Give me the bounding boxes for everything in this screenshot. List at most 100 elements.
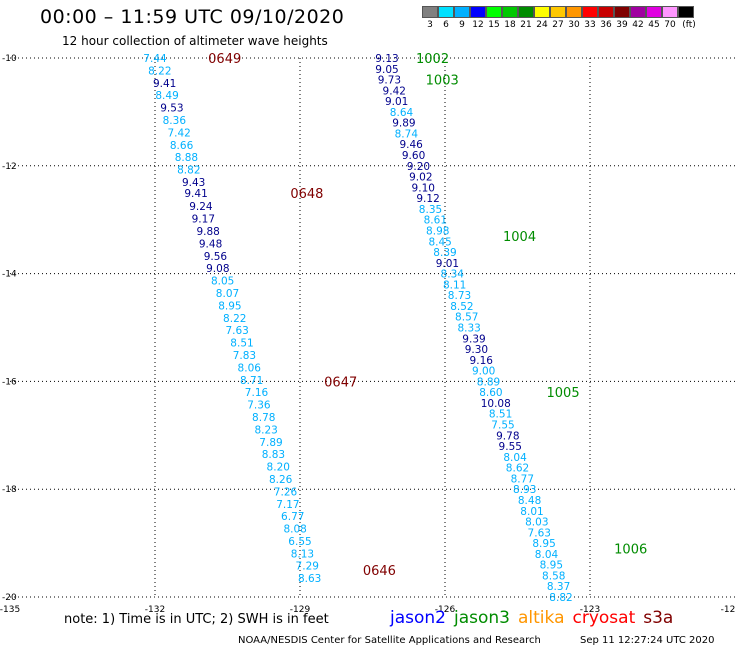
- wave-height-point: 9.12: [416, 193, 439, 205]
- color-swatch: [470, 6, 486, 18]
- wave-height-point: 9.17: [192, 214, 215, 226]
- footer-credit: NOAA/NESDIS Center for Satellite Applica…: [238, 635, 541, 646]
- wave-height-point: 8.52: [450, 301, 473, 313]
- color-swatch: [454, 6, 470, 18]
- wave-height-point: 8.01: [520, 506, 543, 518]
- legend-entry: jason2: [390, 608, 446, 628]
- wave-height-point: 8.22: [223, 313, 246, 325]
- wave-height-point: 8.48: [518, 495, 541, 507]
- color-scale-label: 45: [648, 20, 660, 30]
- color-swatch: [646, 6, 662, 18]
- chart-subtitle: 12 hour collection of altimeter wave hei…: [62, 34, 328, 48]
- wave-height-point: 8.95: [540, 560, 563, 572]
- color-scale-label: 9: [459, 20, 465, 30]
- wave-height-point: 8.66: [170, 140, 194, 152]
- wave-height-point: 7.83: [233, 350, 256, 362]
- wave-height-point: 9.56: [204, 251, 228, 263]
- wave-height-point: 8.03: [525, 517, 548, 529]
- wave-height-point: 8.23: [254, 424, 277, 436]
- wave-height-point: 8.33: [457, 323, 480, 335]
- wave-height-point: 8.37: [547, 581, 570, 593]
- wave-height-point: 8.20: [267, 462, 290, 474]
- color-swatch: [502, 6, 518, 18]
- wave-height-point: 9.39: [462, 333, 485, 345]
- wave-height-point: 9.13: [375, 53, 398, 65]
- color-swatch: [614, 6, 630, 18]
- wave-height-point: 8.73: [448, 290, 471, 302]
- wave-height-point: 7.55: [491, 420, 514, 432]
- wave-height-point: 9.78: [496, 430, 519, 442]
- satellite-legend: jason2 jason3 altika cryosat s3a: [390, 608, 681, 628]
- color-swatch: [678, 6, 694, 18]
- wave-height-point: 9.55: [499, 441, 522, 453]
- pass-time-label: 1006: [614, 542, 647, 557]
- wave-height-point: 9.01: [385, 96, 408, 108]
- wave-height-point: 8.82: [177, 165, 200, 177]
- wave-height-point: 8.11: [443, 279, 466, 291]
- wave-height-point: 9.16: [470, 355, 494, 367]
- wave-height-point: 8.95: [532, 538, 555, 550]
- wave-height-point: 8.05: [211, 276, 234, 288]
- color-scale-unit: (ft): [682, 20, 696, 30]
- x-tick-label: -129: [290, 605, 311, 615]
- wave-height-point: 8.71: [240, 375, 263, 387]
- wave-height-point: 9.01: [436, 258, 459, 270]
- wave-height-point: 6.77: [281, 511, 304, 523]
- wave-height-point: 8.89: [477, 376, 500, 388]
- wave-height-point: 8.57: [455, 312, 478, 324]
- wave-height-point: 8.22: [148, 65, 171, 77]
- wave-height-point: 9.05: [375, 64, 398, 76]
- wave-height-point: 7.44: [143, 53, 167, 65]
- units-note: note: 1) Time is in UTC; 2) SWH is in fe…: [64, 612, 329, 627]
- x-tick-label: -12: [721, 605, 736, 615]
- y-tick-label: -16: [2, 377, 17, 387]
- color-swatch: [598, 6, 614, 18]
- color-scale-label: 30: [568, 20, 580, 30]
- wave-height-point: 9.88: [196, 226, 219, 238]
- wave-height-point: 9.41: [153, 78, 176, 90]
- legend-entry: jason3: [454, 608, 510, 628]
- color-scale-label: 3: [427, 20, 433, 30]
- y-tick-label: -12: [2, 162, 17, 172]
- color-scale-label: 21: [520, 20, 532, 30]
- color-scale-label: 33: [584, 20, 596, 30]
- wave-height-point: 7.26: [274, 486, 298, 498]
- wave-height-point: 7.16: [245, 387, 269, 399]
- wave-height-point: 7.63: [225, 325, 248, 337]
- color-scale-label: 12: [472, 20, 484, 30]
- wave-height-point: 8.74: [395, 128, 419, 140]
- pass-time-label: 1002: [416, 52, 449, 67]
- wave-height-point: 8.82: [549, 592, 572, 604]
- wave-height-point: 9.24: [189, 201, 213, 213]
- color-swatch: [518, 6, 534, 18]
- wave-height-point: 8.04: [503, 452, 527, 464]
- wave-height-point: 8.51: [230, 338, 253, 350]
- color-scale-label: 27: [552, 20, 564, 30]
- color-swatch: [582, 6, 598, 18]
- x-tick-label: -135: [0, 605, 20, 615]
- wave-height-point: 9.42: [383, 85, 406, 97]
- x-tick-label: -126: [435, 605, 456, 615]
- pass-time-label: 0646: [363, 564, 396, 579]
- color-swatch: [550, 6, 566, 18]
- color-swatch: [534, 6, 550, 18]
- color-swatch: [662, 6, 678, 18]
- pass-time-label: 0649: [208, 52, 241, 67]
- color-swatch: [630, 6, 646, 18]
- pass-time-label: 1003: [426, 74, 459, 89]
- wave-height-point: 8.08: [283, 524, 306, 536]
- legend-entry: cryosat: [572, 608, 636, 628]
- wave-height-point: 8.26: [269, 474, 293, 486]
- wave-height-point: 6.55: [288, 536, 311, 548]
- color-swatch: [422, 6, 438, 18]
- pass-time-label: 0648: [290, 187, 323, 202]
- wave-height-point: 8.35: [419, 204, 442, 216]
- color-swatch: [438, 6, 454, 18]
- wave-height-point: 8.34: [441, 269, 465, 281]
- wave-height-point: 8.39: [433, 247, 456, 259]
- y-tick-label: -20: [2, 593, 17, 603]
- wave-height-point: 8.77: [511, 473, 534, 485]
- color-scale-label: 42: [632, 20, 644, 30]
- wave-height-point: 8.63: [298, 573, 321, 585]
- footer-timestamp: Sep 11 12:27:24 UTC 2020: [580, 635, 715, 646]
